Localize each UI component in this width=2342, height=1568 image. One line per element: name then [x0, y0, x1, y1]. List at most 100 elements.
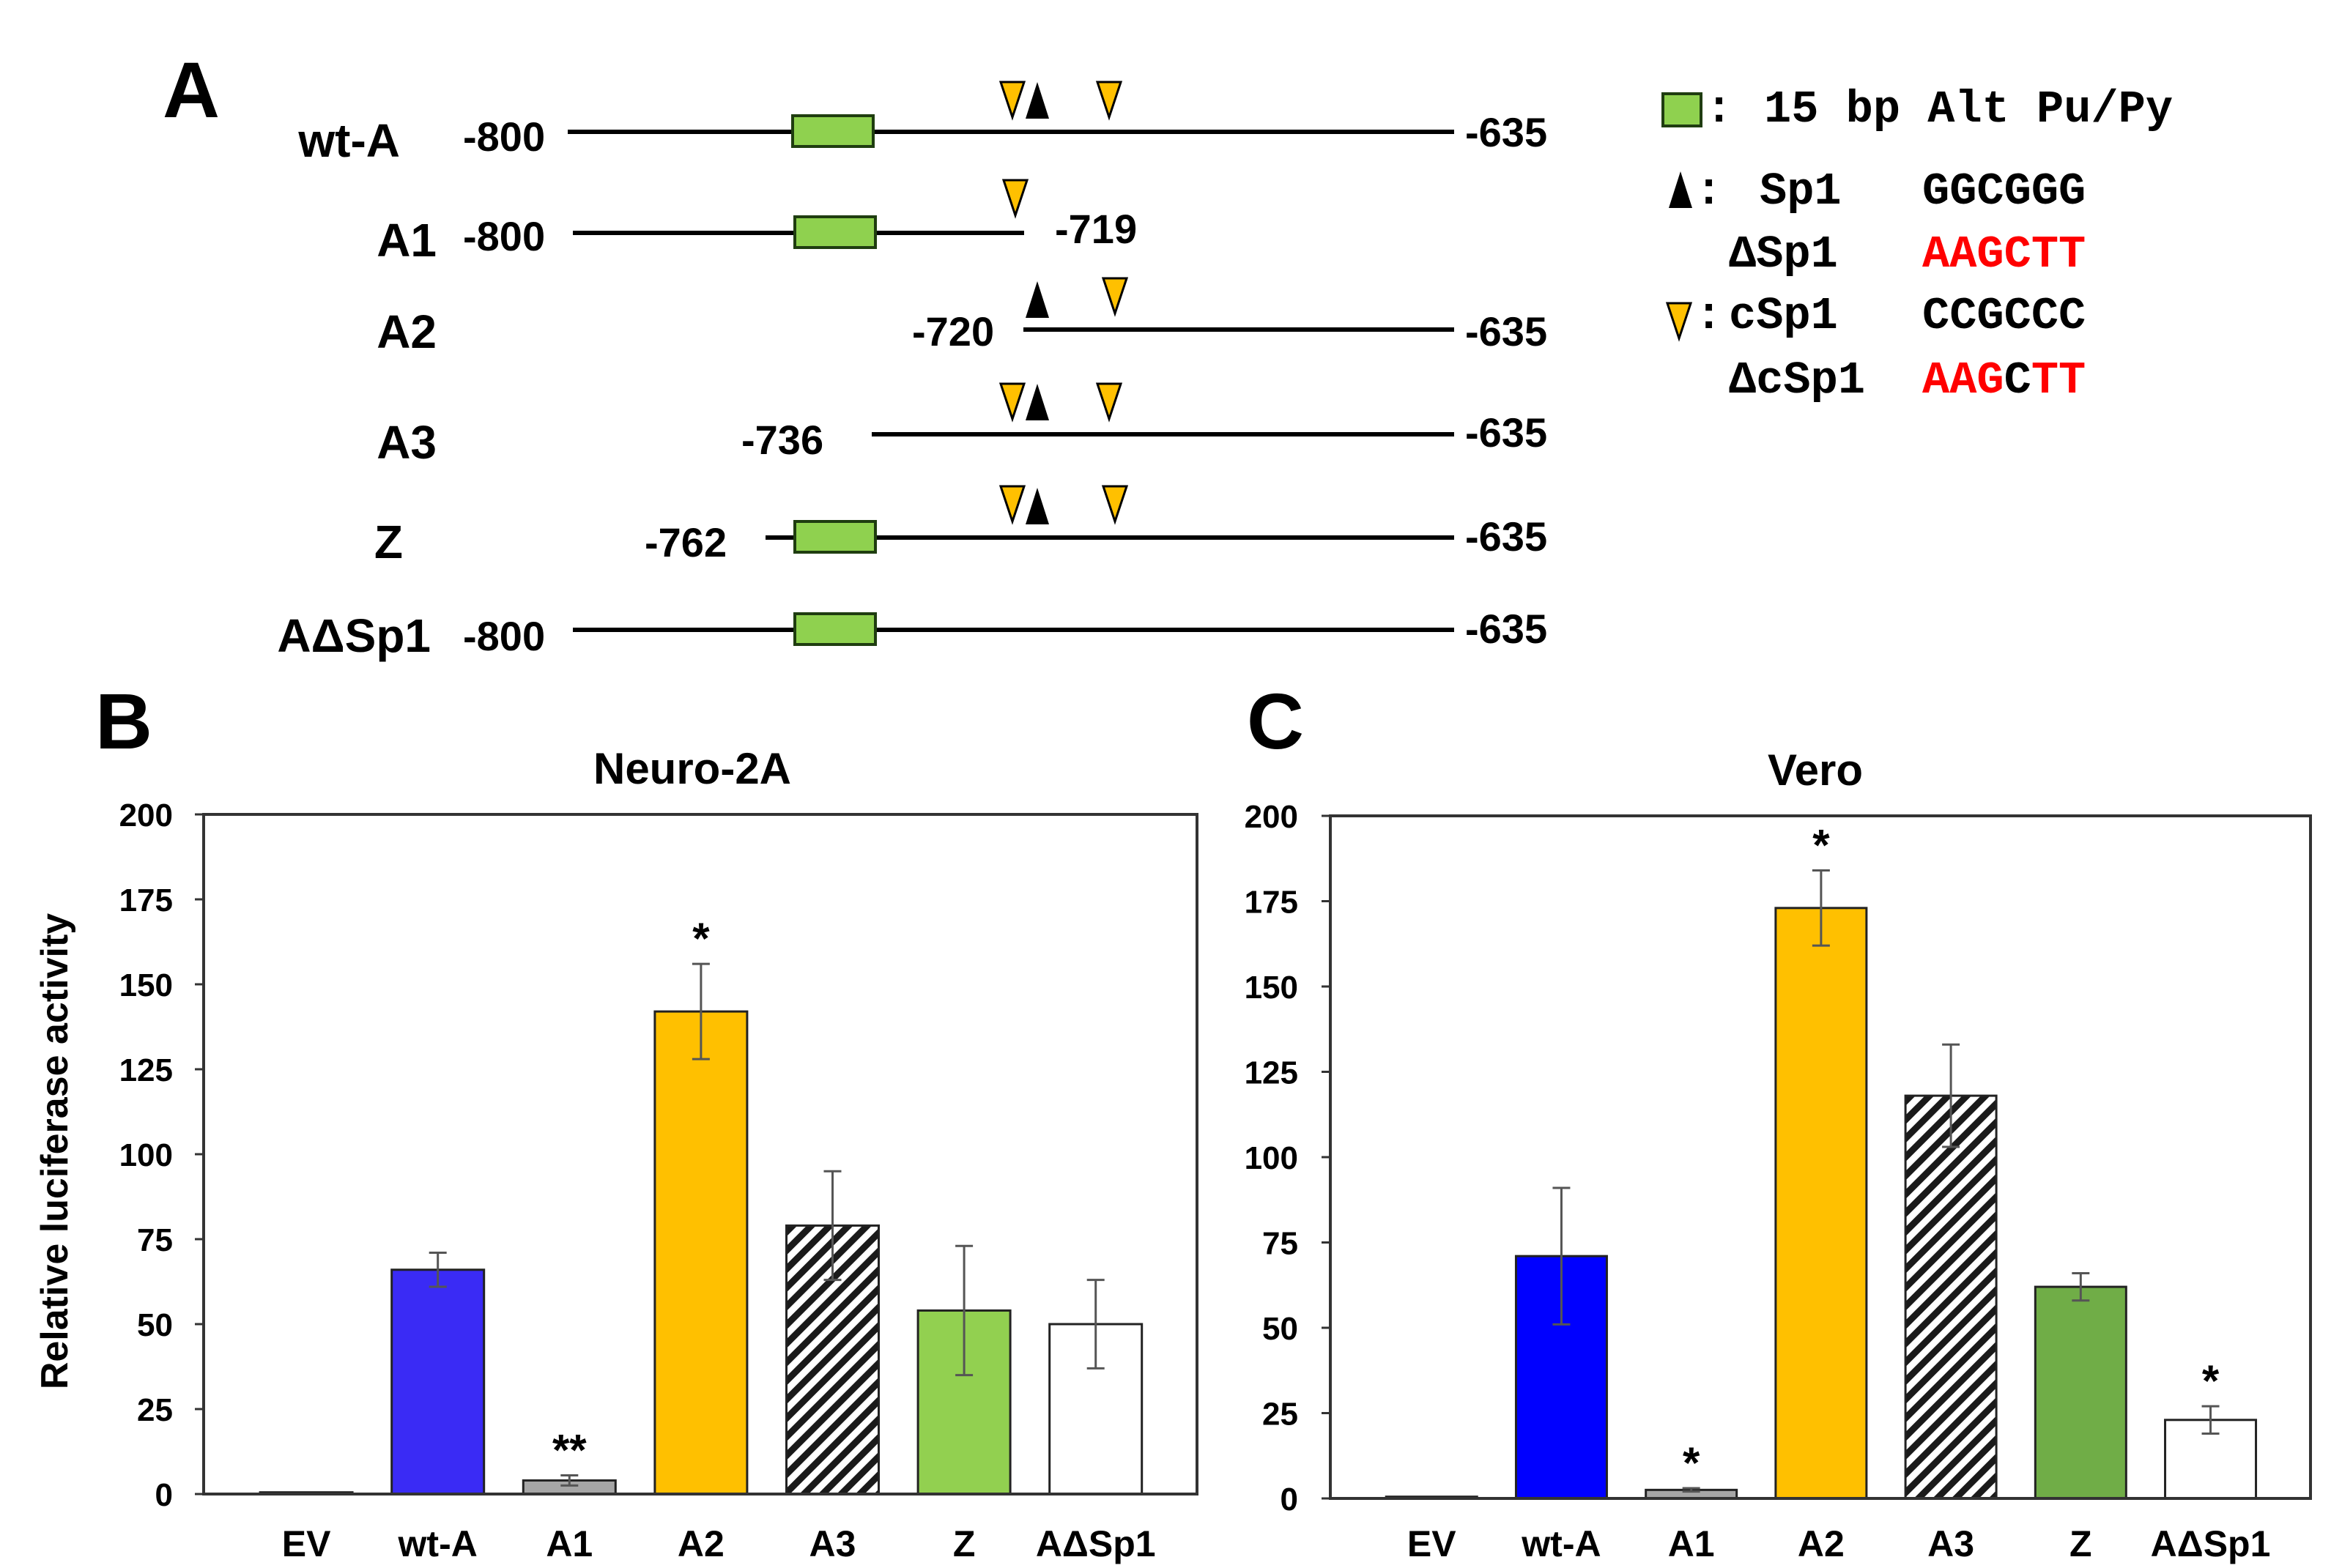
chart-c-frame [1329, 814, 2312, 1500]
csp1-marker-a2 [1101, 277, 1129, 317]
end-label-a-dsp1: -635 [1465, 606, 1547, 652]
start-label-a-dsp1: -800 [463, 613, 545, 659]
chart-c-category-label: EV [1407, 1523, 1456, 1564]
pupy-box-a1 [793, 215, 877, 249]
legend-dcsp1-seq: AAGCTT [1922, 354, 2086, 406]
chart-b-ytick-label: 175 [119, 883, 173, 918]
chart-c-ytick-label: 200 [1245, 799, 1298, 835]
chart-c-marks: 0 25 50 75 100 125 150 175 200 EV wt-A * A1 * A2 A3 Z * AΔ… [1245, 799, 2271, 1564]
construct-name-a-dsp1: AΔSp1 [277, 609, 431, 662]
chart-c-bar [2034, 1285, 2127, 1500]
pupy-box-a-dsp1 [793, 612, 877, 646]
chart-b-ytick-label: 125 [119, 1052, 173, 1088]
panel-a: A wt-A A1 A2 A3 Z AΔSp1 -800 -635 -800 -… [163, 45, 2173, 662]
end-label-z: -635 [1465, 513, 1547, 560]
chart-b-ytick-label: 75 [137, 1222, 173, 1258]
legend-sp1-seq: GGCGGG [1922, 166, 2086, 218]
csp1-marker-wt-a-1 [998, 81, 1026, 121]
chart-c-ytick-label: 175 [1245, 885, 1298, 921]
legend-csp1-seq: CCGCCC [1922, 290, 2086, 342]
chart-b-ytick-label: 50 [137, 1307, 173, 1343]
chart-c-category-label: wt-A [1521, 1523, 1601, 1564]
construct-name-a3: A3 [377, 416, 437, 469]
end-label-a3: -635 [1465, 409, 1547, 456]
sp1-marker-wt-a [1026, 82, 1049, 119]
chart-b-bar [390, 1268, 486, 1495]
construct-name-wt-a: wt-A [297, 114, 400, 167]
chart-c-category-label: A2 [1798, 1523, 1845, 1564]
construct-name-z: Z [374, 516, 403, 568]
legend-pupy-label: 15 bp Alt Pu/Py [1764, 83, 2173, 135]
end-label-a1: -719 [1055, 206, 1137, 252]
panel-a-legend: : 15 bp Alt Pu/Py : Sp1 GGCGGG ΔSp1 AAGC… [1661, 83, 2173, 406]
chart-b-ytick-label: 100 [119, 1137, 173, 1173]
panel-a-letter: A [163, 45, 220, 134]
end-label-wt-a: -635 [1465, 109, 1547, 155]
chart-c-bar [1774, 907, 1868, 1500]
legend-sp1-sep: : [1695, 166, 1722, 218]
chart-b-ytick-label: 150 [119, 967, 173, 1003]
legend-dsp1-seq: AAGCTT [1922, 228, 2086, 280]
chart-c-ytick-label: 125 [1245, 1055, 1298, 1091]
chart-b-category-label: A3 [809, 1523, 856, 1564]
sp1-marker-a3 [1026, 384, 1049, 420]
chart-c-ytick-label: 150 [1245, 970, 1298, 1006]
chart-b-category-label: A1 [546, 1523, 593, 1564]
chart-b-significance: * [692, 914, 710, 963]
legend-pupy-box [1661, 92, 1702, 127]
chart-c-category-label: AΔSp1 [2151, 1523, 2271, 1564]
panel-c-letter: C [1247, 677, 1304, 765]
csp1-marker-a3-1 [998, 382, 1026, 423]
sp1-marker-a2 [1026, 281, 1049, 318]
chart-b-ytick-label: 0 [155, 1477, 173, 1513]
chart-c-category-label: A1 [1668, 1523, 1715, 1564]
legend-dcsp1-seq-part-c: TT [2031, 354, 2086, 406]
sp1-marker-z [1026, 488, 1049, 524]
chart-c-category-label: Z [2069, 1523, 2092, 1564]
chart-c-ytick-label: 50 [1262, 1311, 1298, 1347]
chart-b-title: Neuro-2A [593, 744, 791, 793]
legend-csp1-sep: : [1695, 290, 1722, 342]
legend-pupy-sep: : [1705, 83, 1733, 135]
start-label-z: -762 [645, 519, 727, 565]
chart-c-significance: * [2202, 1356, 2220, 1405]
chart-b-category-label: AΔSp1 [1036, 1523, 1156, 1564]
csp1-marker-z-2 [1101, 485, 1129, 525]
chart-b-category-label: EV [282, 1523, 331, 1564]
legend-csp1-marker [1665, 302, 1693, 342]
csp1-marker-wt-a-2 [1095, 81, 1123, 121]
csp1-marker-a1 [1001, 179, 1029, 219]
chart-b-frame [202, 813, 1198, 1495]
csp1-marker-a3-2 [1095, 382, 1123, 423]
chart-c-significance: * [1812, 821, 1830, 870]
legend-csp1-name: cSp1 [1729, 290, 1838, 342]
panel-b-letter: B [95, 677, 152, 765]
chart-b-significance: ** [552, 1425, 587, 1474]
chart-panel-b: B Neuro-2A Relative luciferase activity … [34, 677, 1198, 1564]
chart-c-ytick-label: 75 [1262, 1226, 1298, 1262]
chart-c-significance: * [1683, 1438, 1700, 1487]
legend-dsp1-name: ΔSp1 [1729, 228, 1838, 280]
end-label-a2: -635 [1465, 308, 1547, 354]
pupy-box-z [793, 520, 877, 554]
construct-name-a1: A1 [377, 214, 437, 267]
start-label-a1: -800 [463, 213, 545, 259]
legend-dcsp1-name: ΔcSp1 [1729, 354, 1865, 406]
chart-b-bar [653, 1010, 749, 1495]
chart-b-ytick-label: 200 [119, 798, 173, 833]
legend-dcsp1-seq-part-a: AAG [1922, 354, 2004, 406]
pupy-box-wt-a [791, 114, 875, 148]
csp1-marker-z-1 [998, 485, 1026, 525]
chart-c-title: Vero [1768, 746, 1863, 795]
construct-name-a2: A2 [377, 305, 437, 358]
chart-c-ytick-label: 100 [1245, 1140, 1298, 1176]
chart-c-bar [1904, 1094, 1998, 1500]
legend-sp1-marker [1669, 171, 1692, 208]
legend-dcsp1-seq-part-b: C [2004, 354, 2031, 406]
legend-sp1-name: Sp1 [1760, 166, 1842, 218]
chart-panel-c: C Vero 0 25 50 75 100 125 150 175 200 EV wt-A * A1 * A… [1245, 677, 2312, 1564]
chart-c-category-label: A3 [1927, 1523, 1974, 1564]
chart-b-marks: 0 25 50 75 100 125 150 175 200 EV wt-A ** A1 * A2 A3 Z AΔ… [119, 798, 1156, 1564]
start-label-wt-a: -800 [463, 114, 545, 160]
